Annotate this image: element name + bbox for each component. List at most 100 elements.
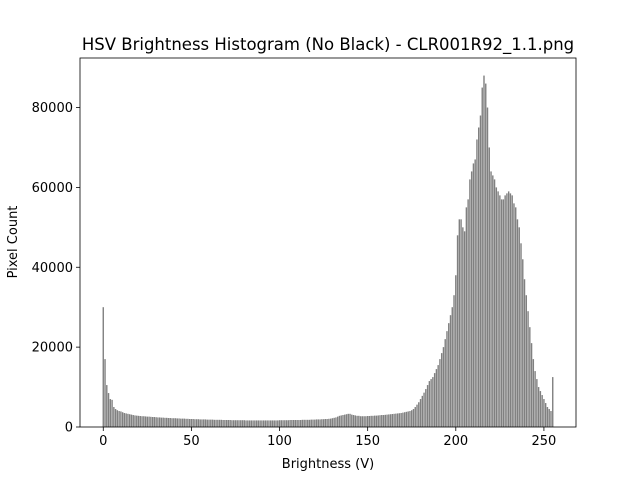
- bar: [483, 75, 485, 428]
- bar: [275, 420, 277, 427]
- bar: [338, 415, 341, 427]
- bar: [345, 414, 348, 427]
- x-tick-label: 150: [355, 434, 380, 449]
- bar: [375, 415, 378, 427]
- bar: [315, 419, 318, 427]
- bar: [516, 219, 519, 427]
- bar: [109, 399, 112, 427]
- bar: [365, 416, 367, 427]
- bar: [125, 413, 127, 427]
- y-tick-label: 80000: [32, 101, 73, 116]
- bar: [210, 419, 212, 427]
- bar: [153, 417, 156, 427]
- bar: [314, 419, 316, 427]
- bar: [490, 171, 492, 427]
- bar: [455, 275, 457, 427]
- bar: [107, 393, 110, 427]
- plot-frame: [79, 57, 577, 428]
- bar: [160, 417, 163, 427]
- bar: [284, 420, 286, 427]
- bar: [469, 179, 471, 427]
- bar: [308, 419, 311, 427]
- bar: [166, 417, 168, 427]
- bar: [132, 415, 134, 427]
- bar: [180, 418, 182, 427]
- bar: [544, 403, 547, 427]
- bar: [218, 419, 221, 427]
- bar: [363, 416, 365, 427]
- bar: [442, 347, 445, 427]
- bar: [492, 175, 494, 427]
- bar: [527, 311, 529, 427]
- bar: [402, 412, 404, 427]
- bar: [144, 416, 147, 427]
- x-tick-label: 250: [532, 434, 557, 449]
- bar: [268, 420, 270, 427]
- bar: [481, 87, 483, 428]
- bar: [322, 419, 325, 427]
- bar: [507, 191, 510, 427]
- bar: [465, 207, 468, 427]
- bar: [412, 409, 415, 427]
- bar: [382, 415, 385, 427]
- bar: [467, 199, 469, 427]
- bar: [157, 417, 159, 427]
- bar: [537, 387, 540, 427]
- bar: [292, 420, 295, 427]
- bar: [162, 417, 164, 427]
- bar: [485, 83, 487, 427]
- bar: [139, 416, 141, 427]
- bar: [164, 417, 166, 427]
- bar: [407, 411, 409, 427]
- bar: [426, 385, 429, 427]
- bar: [329, 418, 332, 427]
- bar: [181, 418, 184, 427]
- bar: [529, 327, 531, 427]
- bar: [418, 402, 420, 427]
- bar: [488, 147, 490, 428]
- bar: [195, 419, 198, 427]
- bar: [416, 404, 418, 427]
- bar: [389, 414, 392, 427]
- bar: [307, 419, 309, 427]
- bar: [220, 419, 223, 427]
- bar: [102, 307, 104, 427]
- bar: [377, 415, 379, 427]
- bar: [262, 420, 265, 427]
- bar: [123, 413, 126, 427]
- bar: [534, 371, 536, 427]
- y-tick-label: 0: [65, 421, 73, 436]
- bar: [391, 414, 394, 427]
- bar: [500, 199, 503, 427]
- bar: [495, 187, 498, 427]
- bar: [499, 195, 501, 427]
- bar: [477, 127, 480, 428]
- bar: [203, 419, 205, 427]
- bar: [474, 159, 476, 427]
- bar: [331, 418, 334, 427]
- bar: [358, 415, 360, 427]
- bar: [271, 420, 274, 427]
- bar: [264, 420, 267, 427]
- y-tick-label: 60000: [32, 181, 73, 196]
- bar: [486, 107, 489, 428]
- bar: [502, 199, 505, 427]
- x-tick-label: 100: [267, 434, 292, 449]
- bar: [190, 419, 193, 427]
- bar: [143, 416, 145, 427]
- bar: [141, 416, 143, 427]
- bar: [278, 420, 281, 427]
- bar: [150, 416, 152, 427]
- bar: [525, 295, 527, 427]
- bar: [257, 420, 260, 427]
- bar: [552, 377, 554, 427]
- bar: [167, 418, 170, 427]
- bar: [462, 227, 464, 427]
- bar: [234, 420, 237, 427]
- bar: [440, 353, 443, 427]
- bar: [366, 416, 369, 427]
- bar: [359, 416, 362, 427]
- y-tick-label: 20000: [32, 341, 73, 356]
- bar: [381, 415, 383, 427]
- bar: [176, 418, 179, 427]
